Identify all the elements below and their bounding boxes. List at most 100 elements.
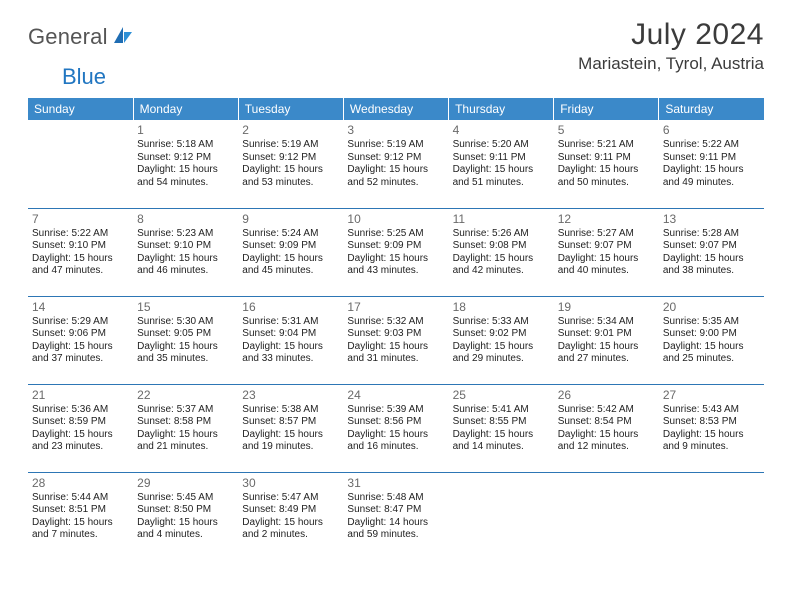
calendar-cell: 7Sunrise: 5:22 AMSunset: 9:10 PMDaylight… xyxy=(28,208,133,296)
calendar-body: 1Sunrise: 5:18 AMSunset: 9:12 PMDaylight… xyxy=(28,120,764,560)
sunrise-text: Sunrise: 5:20 AM xyxy=(453,139,550,152)
daylight-text: Daylight: 15 hours xyxy=(558,164,655,177)
daylight-text: and 50 minutes. xyxy=(558,177,655,190)
calendar-cell: 27Sunrise: 5:43 AMSunset: 8:53 PMDayligh… xyxy=(659,384,764,472)
daylight-text: Daylight: 15 hours xyxy=(242,341,339,354)
day-number: 28 xyxy=(32,476,129,490)
calendar-cell: 19Sunrise: 5:34 AMSunset: 9:01 PMDayligh… xyxy=(554,296,659,384)
daylight-text: and 49 minutes. xyxy=(663,177,760,190)
sunset-text: Sunset: 8:50 PM xyxy=(137,504,234,517)
calendar-cell: 20 Sunrise: 5:35 AMSunset: 9:00 PMDayligh… xyxy=(659,296,764,384)
sunset-text: Sunset: 9:09 PM xyxy=(347,240,444,253)
daylight-text: Daylight: 15 hours xyxy=(242,253,339,266)
sunrise-text: Sunrise: 5:21 AM xyxy=(558,139,655,152)
calendar-cell: 8Sunrise: 5:23 AMSunset: 9:10 PMDaylight… xyxy=(133,208,238,296)
daylight-text: and 51 minutes. xyxy=(453,177,550,190)
daylight-text: and 31 minutes. xyxy=(347,353,444,366)
calendar-cell: 13Sunrise: 5:28 AMSunset: 9:07 PMDayligh… xyxy=(659,208,764,296)
day-number: 2 xyxy=(242,123,339,137)
title-block: July 2024 Mariastein, Tyrol, Austria xyxy=(578,18,764,74)
daylight-text: and 40 minutes. xyxy=(558,265,655,278)
daylight-text: Daylight: 15 hours xyxy=(242,164,339,177)
calendar-cell: 6Sunrise: 5:22 AMSunset: 9:11 PMDaylight… xyxy=(659,120,764,208)
day-number: 15 xyxy=(137,300,234,314)
calendar-cell: 31Sunrise: 5:48 AMSunset: 8:47 PMDayligh… xyxy=(343,472,448,560)
sunset-text: Sunset: 9:08 PM xyxy=(453,240,550,253)
calendar-table: Sunday Monday Tuesday Wednesday Thursday… xyxy=(28,98,764,560)
dow-sat: Saturday xyxy=(659,98,764,120)
day-number: 13 xyxy=(663,212,760,226)
daylight-text: Daylight: 15 hours xyxy=(347,341,444,354)
sunrise-text: Sunrise: 5:25 AM xyxy=(347,228,444,241)
daylight-text: Daylight: 15 hours xyxy=(558,341,655,354)
sunrise-text: Sunrise: 5:33 AM xyxy=(453,316,550,329)
daylight-text: and 27 minutes. xyxy=(558,353,655,366)
daylight-text: Daylight: 15 hours xyxy=(32,429,129,442)
sunset-text: Sunset: 8:55 PM xyxy=(453,416,550,429)
sunrise-text: Sunrise: 5:39 AM xyxy=(347,404,444,417)
month-title: July 2024 xyxy=(578,18,764,52)
daylight-text: and 16 minutes. xyxy=(347,441,444,454)
sunrise-text: Sunrise: 5:35 AM xyxy=(663,316,760,329)
sunrise-text: Sunrise: 5:38 AM xyxy=(242,404,339,417)
sunset-text: Sunset: 8:49 PM xyxy=(242,504,339,517)
brand-logo: General xyxy=(28,18,136,50)
dow-sun: Sunday xyxy=(28,98,133,120)
sunrise-text: Sunrise: 5:19 AM xyxy=(242,139,339,152)
brand-blue: Blue xyxy=(62,64,106,90)
calendar-page: General July 2024 Mariastein, Tyrol, Aus… xyxy=(0,0,792,560)
dow-tue: Tuesday xyxy=(238,98,343,120)
calendar-cell xyxy=(554,472,659,560)
sunrise-text: Sunrise: 5:28 AM xyxy=(663,228,760,241)
daylight-text: and 42 minutes. xyxy=(453,265,550,278)
calendar-week-row: 28Sunrise: 5:44 AMSunset: 8:51 PMDayligh… xyxy=(28,472,764,560)
sunrise-text: Sunrise: 5:37 AM xyxy=(137,404,234,417)
daylight-text: Daylight: 15 hours xyxy=(558,253,655,266)
daylight-text: and 4 minutes. xyxy=(137,529,234,542)
day-number: 20 xyxy=(663,300,760,314)
sunrise-text: Sunrise: 5:34 AM xyxy=(558,316,655,329)
sunset-text: Sunset: 9:07 PM xyxy=(663,240,760,253)
calendar-cell xyxy=(659,472,764,560)
daylight-text: and 54 minutes. xyxy=(137,177,234,190)
sunset-text: Sunset: 9:10 PM xyxy=(137,240,234,253)
sunset-text: Sunset: 8:53 PM xyxy=(663,416,760,429)
calendar-cell: 1Sunrise: 5:18 AMSunset: 9:12 PMDaylight… xyxy=(133,120,238,208)
sunset-text: Sunset: 9:07 PM xyxy=(558,240,655,253)
brand-general: General xyxy=(28,24,108,50)
sunset-text: Sunset: 9:00 PM xyxy=(663,328,760,341)
daylight-text: and 37 minutes. xyxy=(32,353,129,366)
daylight-text: and 45 minutes. xyxy=(242,265,339,278)
day-number: 1 xyxy=(137,123,234,137)
sunrise-text: Sunrise: 5:36 AM xyxy=(32,404,129,417)
day-number: 16 xyxy=(242,300,339,314)
day-number: 29 xyxy=(137,476,234,490)
calendar-cell: 28Sunrise: 5:44 AMSunset: 8:51 PMDayligh… xyxy=(28,472,133,560)
day-number: 22 xyxy=(137,388,234,402)
daylight-text: Daylight: 15 hours xyxy=(137,164,234,177)
daylight-text: and 12 minutes. xyxy=(558,441,655,454)
sail-icon xyxy=(112,25,134,50)
sunset-text: Sunset: 8:47 PM xyxy=(347,504,444,517)
calendar-week-row: 14Sunrise: 5:29 AMSunset: 9:06 PMDayligh… xyxy=(28,296,764,384)
sunrise-text: Sunrise: 5:23 AM xyxy=(137,228,234,241)
daylight-text: Daylight: 15 hours xyxy=(137,517,234,530)
daylight-text: Daylight: 15 hours xyxy=(347,164,444,177)
sunrise-text: Sunrise: 5:47 AM xyxy=(242,492,339,505)
daylight-text: Daylight: 15 hours xyxy=(242,517,339,530)
day-number: 25 xyxy=(453,388,550,402)
sunset-text: Sunset: 9:12 PM xyxy=(137,152,234,165)
calendar-cell: 25Sunrise: 5:41 AMSunset: 8:55 PMDayligh… xyxy=(449,384,554,472)
day-number: 9 xyxy=(242,212,339,226)
calendar-cell: 24Sunrise: 5:39 AMSunset: 8:56 PMDayligh… xyxy=(343,384,448,472)
day-number: 10 xyxy=(347,212,444,226)
calendar-cell: 23Sunrise: 5:38 AMSunset: 8:57 PMDayligh… xyxy=(238,384,343,472)
sunset-text: Sunset: 8:51 PM xyxy=(32,504,129,517)
calendar-cell: 14Sunrise: 5:29 AMSunset: 9:06 PMDayligh… xyxy=(28,296,133,384)
calendar-cell: 12Sunrise: 5:27 AMSunset: 9:07 PMDayligh… xyxy=(554,208,659,296)
daylight-text: Daylight: 15 hours xyxy=(663,341,760,354)
day-number: 6 xyxy=(663,123,760,137)
calendar-cell xyxy=(449,472,554,560)
sunset-text: Sunset: 9:12 PM xyxy=(242,152,339,165)
calendar-cell: 15Sunrise: 5:30 AMSunset: 9:05 PMDayligh… xyxy=(133,296,238,384)
